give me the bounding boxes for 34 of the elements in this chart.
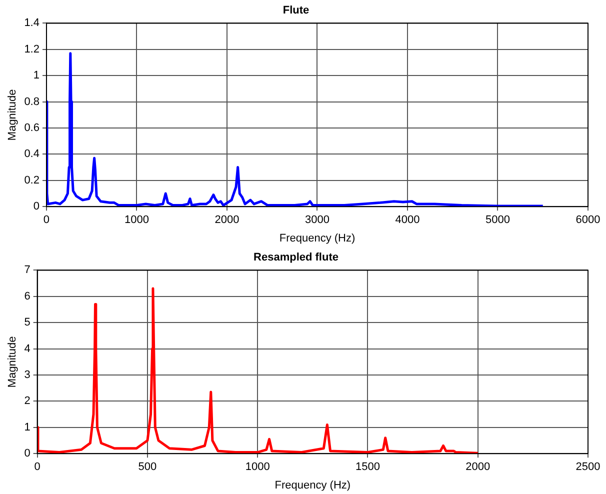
x-axis-title: Frequency (Hz) <box>274 479 351 492</box>
y-tick-label: 0 <box>24 448 30 460</box>
chart-title: Resampled flute <box>254 252 338 264</box>
x-tick-label: 0 <box>43 214 50 226</box>
y-tick-label: 0 <box>33 200 40 213</box>
x-tick-label: 4000 <box>395 214 420 226</box>
x-tick-label: 1500 <box>355 461 380 474</box>
y-tick-label: 4 <box>24 342 30 355</box>
y-tick-label: 0.8 <box>24 96 40 108</box>
y-tick-label: 5 <box>24 316 30 329</box>
x-tick-label: 1000 <box>124 214 149 226</box>
x-tick-label: 1000 <box>245 461 270 474</box>
y-tick-label: 1 <box>24 421 30 434</box>
x-tick-label: 2000 <box>214 214 240 226</box>
x-axis-title: Frequency (Hz) <box>279 232 356 244</box>
x-tick-label: 3000 <box>305 214 330 226</box>
x-tick-label: 5000 <box>486 214 510 226</box>
y-tick-label: 0.2 <box>24 174 40 186</box>
y-tick-label: 1.4 <box>24 17 40 30</box>
chart-title: Flute <box>282 4 310 17</box>
y-tick-label: 1.2 <box>24 43 40 56</box>
x-tick-label: 6000 <box>576 214 600 226</box>
y-tick-label: 2 <box>24 395 30 408</box>
x-tick-label: 500 <box>138 461 157 474</box>
x-tick-label: 2000 <box>466 461 490 474</box>
y-tick-label: 6 <box>24 290 30 302</box>
x-tick-label: 2500 <box>576 461 600 474</box>
y-tick-label: 0.4 <box>24 148 40 160</box>
y-axis-title: Magnitude <box>6 336 19 388</box>
y-tick-label: 7 <box>24 264 30 276</box>
y-tick-label: 3 <box>24 369 30 382</box>
y-tick-label: 1 <box>33 70 40 82</box>
y-tick-label: 0.6 <box>24 122 40 134</box>
y-axis-title: Magnitude <box>6 89 19 141</box>
